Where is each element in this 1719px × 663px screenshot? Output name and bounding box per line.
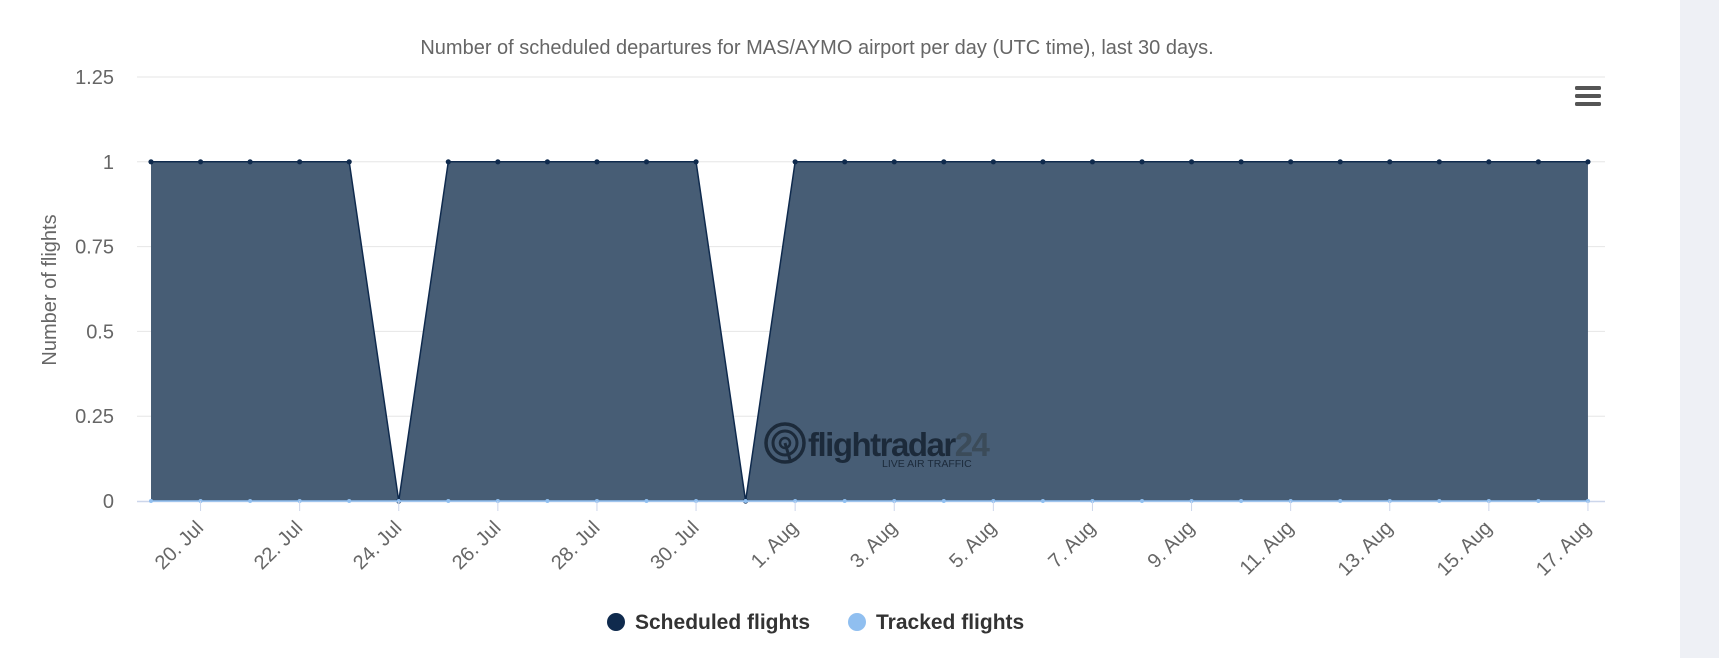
scheduled-point[interactable] bbox=[941, 159, 947, 165]
y-tick-label: 1.25 bbox=[75, 67, 114, 89]
legend-marker-scheduled bbox=[607, 613, 625, 631]
y-tick-label: 0.5 bbox=[86, 321, 114, 343]
tracked-point[interactable] bbox=[446, 499, 451, 503]
scheduled-area-fill bbox=[151, 161, 1588, 502]
tracked-point[interactable] bbox=[1239, 499, 1244, 503]
chart-title: Number of scheduled departures for MAS/A… bbox=[420, 37, 1213, 59]
scheduled-point[interactable] bbox=[1040, 159, 1046, 165]
flightradar24-watermark: flightradar24 LIVE AIR TRAFFIC bbox=[764, 422, 992, 470]
chart-svg: Number of scheduled departures for MAS/A… bbox=[39, 37, 1605, 634]
tracked-point[interactable] bbox=[743, 499, 748, 503]
tracked-point[interactable] bbox=[644, 499, 649, 503]
legend-label-scheduled: Scheduled flights bbox=[635, 611, 810, 634]
x-tick-label: 17. Aug bbox=[1532, 517, 1596, 581]
tracked-point[interactable] bbox=[1040, 499, 1045, 503]
scheduled-point[interactable] bbox=[1535, 159, 1541, 165]
scheduled-point[interactable] bbox=[148, 159, 154, 165]
scheduled-point[interactable] bbox=[1387, 159, 1393, 165]
scheduled-point[interactable] bbox=[297, 159, 303, 165]
chart-container: Number of scheduled departures for MAS/A… bbox=[39, 37, 1605, 634]
watermark-tagline: LIVE AIR TRAFFIC bbox=[882, 458, 972, 470]
scheduled-point[interactable] bbox=[891, 159, 897, 165]
tracked-point[interactable] bbox=[842, 499, 847, 503]
scheduled-point[interactable] bbox=[1288, 159, 1294, 165]
legend-marker-tracked bbox=[848, 613, 866, 631]
x-tick-label: 1. Aug bbox=[747, 517, 803, 573]
scheduled-line bbox=[151, 161, 1588, 502]
scheduled-point[interactable] bbox=[643, 159, 650, 165]
x-tick-label: 30. Jul bbox=[646, 517, 703, 574]
x-tick-label: 3. Aug bbox=[846, 517, 902, 573]
scheduled-point[interactable] bbox=[1089, 159, 1096, 165]
x-tick-label: 22. Jul bbox=[250, 517, 307, 574]
tracked-point[interactable] bbox=[1338, 499, 1343, 503]
scheduled-point[interactable] bbox=[1238, 159, 1244, 165]
scheduled-point[interactable] bbox=[247, 159, 253, 165]
tracked-point[interactable] bbox=[1437, 499, 1442, 503]
y-axis-ticks: 0 0.25 0.5 0.75 1 1.25 bbox=[75, 67, 114, 513]
legend-item-tracked[interactable]: Tracked flights bbox=[848, 611, 1024, 634]
x-tick-label: 5. Aug bbox=[945, 517, 1001, 573]
scheduled-point[interactable] bbox=[842, 159, 848, 165]
scheduled-flights-area bbox=[148, 159, 1591, 504]
scheduled-point[interactable] bbox=[445, 159, 451, 165]
scheduled-point[interactable] bbox=[1139, 159, 1145, 165]
scheduled-point[interactable] bbox=[792, 159, 798, 165]
scheduled-point[interactable] bbox=[1486, 159, 1492, 165]
legend-item-scheduled[interactable]: Scheduled flights bbox=[607, 611, 810, 634]
x-tick-label: 9. Aug bbox=[1143, 517, 1199, 573]
watermark-brand: flightradar24 bbox=[808, 426, 991, 463]
right-side-panel bbox=[1680, 0, 1719, 658]
chart-legend: Scheduled flights Tracked flights bbox=[607, 611, 1024, 634]
scheduled-point[interactable] bbox=[1337, 159, 1343, 165]
scheduled-point[interactable] bbox=[544, 159, 551, 165]
x-axis-ticks: 20. Jul 22. Jul 24. Jul 26. Jul 28. Jul 30. J… bbox=[151, 501, 1596, 581]
y-axis-title: Number of flights bbox=[39, 214, 61, 365]
scheduled-point[interactable] bbox=[693, 159, 699, 165]
tracked-point[interactable] bbox=[941, 499, 946, 503]
scheduled-point[interactable] bbox=[346, 159, 352, 165]
legend-label-tracked: Tracked flights bbox=[876, 611, 1024, 634]
x-tick-label: 20. Jul bbox=[151, 517, 208, 574]
scheduled-point[interactable] bbox=[1585, 159, 1591, 165]
x-tick-label: 11. Aug bbox=[1236, 517, 1298, 579]
x-tick-label: 15. Aug bbox=[1433, 517, 1497, 581]
x-tick-label: 26. Jul bbox=[448, 517, 505, 574]
tracked-point[interactable] bbox=[149, 499, 153, 503]
tracked-point[interactable] bbox=[347, 499, 352, 503]
chart-menu-button[interactable] bbox=[1569, 80, 1605, 112]
x-tick-label: 24. Jul bbox=[349, 517, 406, 574]
hamburger-menu-icon bbox=[1575, 86, 1601, 106]
scheduled-point[interactable] bbox=[594, 159, 600, 165]
scheduled-point[interactable] bbox=[495, 159, 501, 165]
tracked-point[interactable] bbox=[248, 499, 253, 503]
y-tick-label: 0.25 bbox=[75, 406, 114, 428]
tracked-point[interactable] bbox=[1140, 499, 1144, 503]
scheduled-point[interactable] bbox=[990, 159, 996, 165]
x-tick-label: 28. Jul bbox=[547, 517, 604, 574]
scheduled-point[interactable] bbox=[1436, 159, 1442, 165]
scheduled-point[interactable] bbox=[1188, 159, 1195, 165]
radar-logo-icon bbox=[764, 422, 806, 464]
x-tick-label: 13. Aug bbox=[1334, 517, 1398, 581]
tracked-point[interactable] bbox=[545, 499, 550, 503]
scheduled-point[interactable] bbox=[197, 159, 204, 165]
x-axis-line bbox=[137, 499, 1605, 503]
y-tick-label: 0 bbox=[103, 491, 114, 513]
tracked-point[interactable] bbox=[1536, 499, 1541, 503]
x-tick-label: 7. Aug bbox=[1044, 517, 1100, 573]
y-tick-label: 0.75 bbox=[75, 237, 114, 259]
y-tick-label: 1 bbox=[103, 152, 114, 174]
